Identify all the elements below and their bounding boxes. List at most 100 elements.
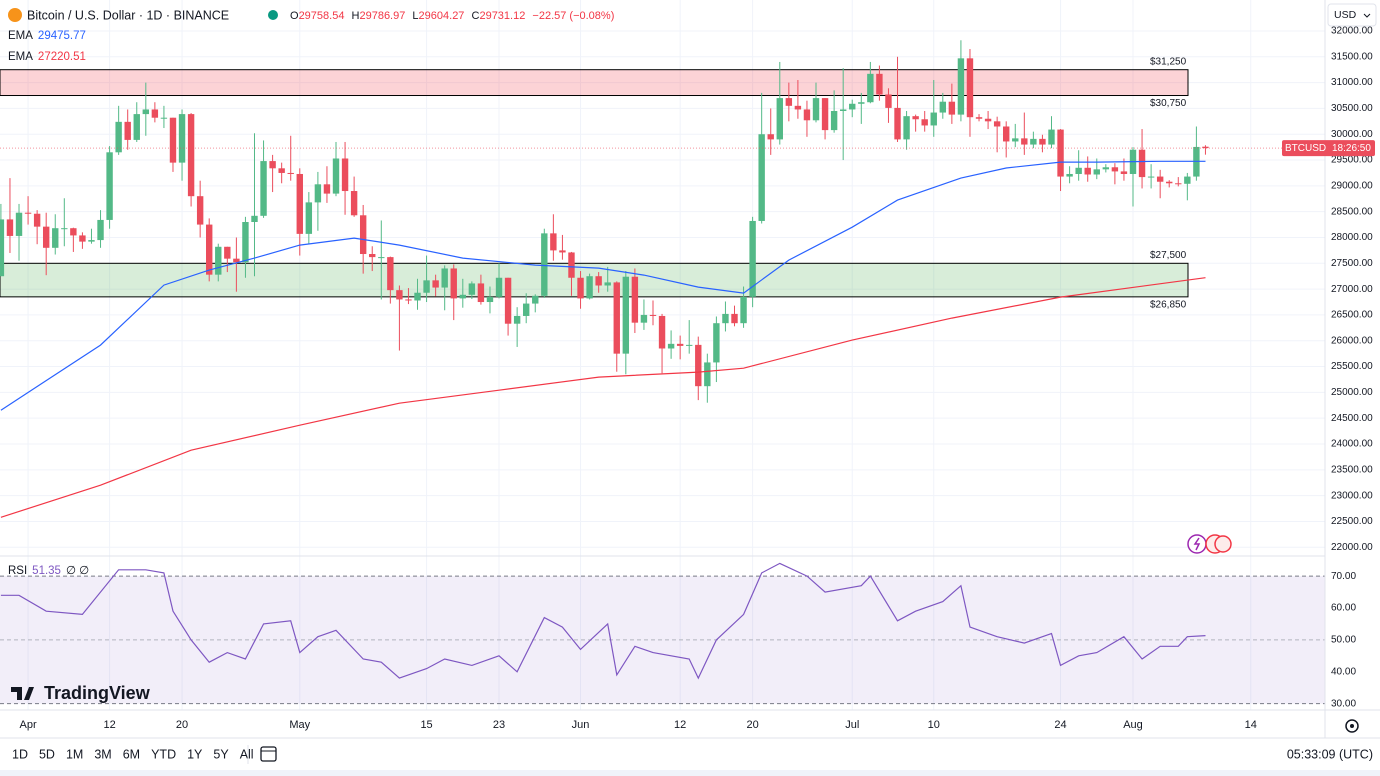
currency-dropdown[interactable]: USD — [1327, 3, 1377, 27]
chevron[interactable] — [1363, 13, 1371, 18]
candle-body — [24, 212, 32, 214]
x-tick-label: 12 — [103, 719, 115, 731]
dropdown-box[interactable] — [1327, 3, 1377, 27]
candle-body — [468, 283, 476, 295]
candle-body — [387, 257, 394, 291]
range-button[interactable]: All — [240, 747, 254, 761]
candle-body — [332, 158, 340, 194]
rsi-panel — [0, 562, 1325, 705]
ohlc-value: 29731.12 — [479, 10, 525, 22]
economic-event-icon[interactable] — [1214, 535, 1232, 553]
x-tick-label: May — [289, 719, 310, 731]
coin-icon — [8, 8, 22, 22]
calendar-button[interactable] — [260, 746, 277, 762]
range-button[interactable]: 1M — [66, 747, 83, 761]
candle-body — [97, 219, 104, 241]
bottom-bar: 1D 5D 1M 3M 6M YTD 1Y 5Y All — [12, 747, 254, 761]
range-button[interactable]: 3M — [94, 747, 111, 761]
range-button[interactable]: 5D — [39, 747, 55, 761]
candle-body — [52, 228, 59, 248]
candle-body — [432, 280, 439, 288]
candle-body — [812, 98, 820, 121]
candle-body — [115, 121, 122, 153]
candle-body — [894, 107, 901, 140]
ohlc-label: H — [352, 10, 360, 22]
candle-body — [305, 202, 313, 234]
candle-body — [849, 103, 856, 110]
line — [0, 277, 1206, 518]
candle-body — [1175, 183, 1182, 185]
candle-body — [767, 134, 774, 140]
candle-body — [251, 215, 258, 222]
range-button[interactable]: 5Y — [213, 747, 229, 761]
candle-body — [930, 112, 937, 126]
candle-body — [504, 277, 512, 324]
x-tick-label: 24 — [1054, 719, 1066, 731]
y-tick-label: 23500.00 — [1331, 464, 1373, 475]
ohlc-value: 29786.97 — [359, 10, 405, 22]
y-tick-label: 30500.00 — [1331, 103, 1373, 114]
y-tick-label: 25500.00 — [1331, 361, 1373, 372]
candle-body — [903, 116, 910, 140]
candle-body — [178, 114, 186, 163]
currency[interactable]: USD — [1334, 9, 1357, 21]
candle-body — [1066, 173, 1073, 177]
x-tick-label: 14 — [1245, 719, 1257, 731]
candle-body — [839, 109, 847, 111]
candle-body — [160, 117, 168, 119]
y-tick-label: 30000.00 — [1331, 129, 1373, 140]
logo: TradingView — [11, 683, 151, 703]
candle-body — [1093, 169, 1100, 175]
candle-body — [278, 168, 285, 173]
y-tick-label: 31000.00 — [1331, 77, 1373, 88]
price-axis — [1325, 0, 1380, 738]
candle-body — [151, 109, 159, 118]
candle-body — [695, 344, 702, 387]
candle-body — [984, 118, 992, 122]
candle-body — [495, 277, 503, 297]
rsi-tick-label: 30.00 — [1331, 698, 1356, 709]
symbol-title: Bitcoin / U.S. Dollar · 1D · BINANCE — [27, 8, 229, 22]
ema-legend: EMA 29475.77 — [8, 30, 86, 42]
y-tick-label: 24500.00 — [1331, 413, 1373, 424]
x-tick-label: 20 — [176, 719, 188, 731]
candle-body — [722, 313, 729, 324]
candle-body — [405, 299, 412, 301]
candle-body — [6, 219, 14, 236]
y-tick-label: 26500.00 — [1331, 310, 1373, 321]
candle-body — [676, 343, 684, 346]
candle-body — [1057, 129, 1064, 177]
candle-body — [1075, 167, 1082, 174]
calendar-icon[interactable] — [260, 746, 277, 762]
y-tick-label: 26000.00 — [1331, 335, 1373, 346]
candle-body — [1156, 176, 1164, 182]
candle-body — [169, 117, 177, 163]
candle-body — [577, 277, 584, 299]
candle-body — [1048, 129, 1055, 145]
range-button[interactable]: 1D — [12, 747, 28, 761]
range-button[interactable]: 6M — [123, 747, 140, 761]
x-tick-label: 15 — [420, 719, 432, 731]
candle-body — [776, 98, 783, 140]
rsi-legend: RSI 51.35 ∅ ∅ — [8, 565, 89, 577]
logo-text: TradingView — [44, 683, 151, 703]
line — [0, 562, 1206, 680]
candle-body — [713, 323, 720, 363]
range-button[interactable]: YTD — [151, 747, 176, 761]
candle-body — [948, 101, 956, 115]
y-tick-label: 27000.00 — [1331, 284, 1373, 295]
ohlc-label: O — [290, 10, 299, 22]
settings-icon[interactable] — [1345, 719, 1359, 733]
candle-body — [1184, 176, 1191, 184]
ohlc-value: 29604.27 — [419, 10, 465, 22]
candle-body — [758, 134, 765, 221]
candle-body — [658, 315, 666, 349]
rsi-tick-label: 60.00 — [1331, 603, 1356, 614]
candle-body — [233, 258, 240, 263]
range-button[interactable]: 1Y — [187, 747, 203, 761]
candle-body — [1138, 149, 1146, 178]
candle-body — [206, 224, 213, 275]
candle-body — [1166, 181, 1173, 184]
candle-body — [704, 362, 711, 387]
